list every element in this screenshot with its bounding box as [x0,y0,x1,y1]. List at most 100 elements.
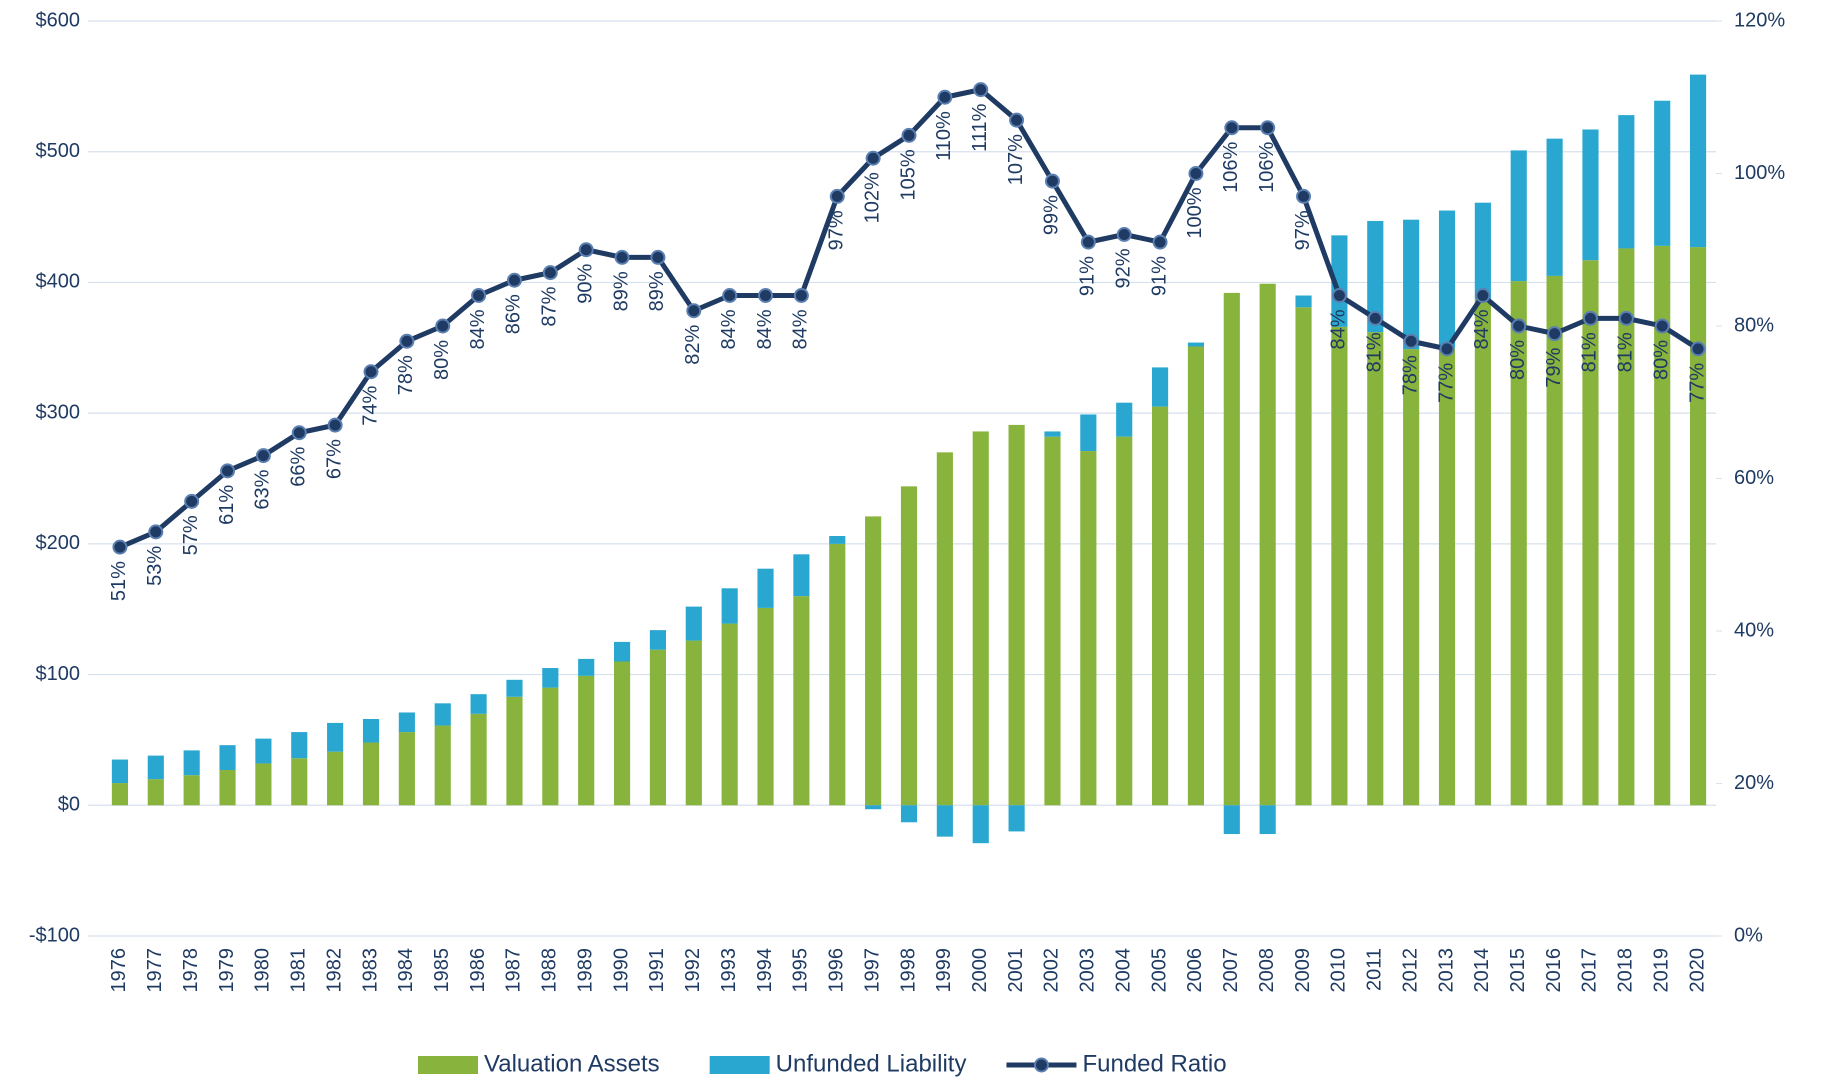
data-label: 86% [503,294,525,334]
bar-segment [793,554,810,597]
data-label: 92% [1112,248,1134,288]
x-tick-label: 1985 [431,948,453,993]
line-marker [1009,112,1025,128]
bar-segment [219,745,236,770]
line-marker [865,150,881,166]
bar-segment [1187,346,1205,806]
x-tick-label: 1976 [108,948,130,993]
bar-segment [865,805,882,810]
data-label: 90% [574,264,596,304]
x-tick-label: 2008 [1256,948,1278,993]
bar-segment [1510,281,1527,806]
bar-segment [578,675,595,806]
bar-segment [1367,332,1384,806]
x-tick-label: 1978 [180,948,202,993]
data-label: 80% [431,340,453,380]
y2-tick-label: 40% [1734,619,1774,641]
legend-label: Valuation Assets [484,1050,660,1077]
bar-segment [613,661,631,806]
y2-tick-label: 80% [1734,314,1774,336]
line-marker [1439,341,1455,357]
x-tick-label: 2010 [1328,948,1350,993]
bar-segment [1331,235,1348,327]
bar-segment [1223,805,1240,835]
bar-segment [757,568,774,608]
data-label: 77% [1435,363,1457,403]
bar-segment [1689,74,1707,248]
bar-segment [936,805,953,837]
bar-segment [1295,307,1312,806]
data-label: 91% [1077,256,1099,296]
bar-segment [900,486,918,806]
bar-segment [972,431,989,806]
x-tick-label: 1992 [682,948,704,993]
y2-tick-label: 20% [1734,772,1774,794]
y-tick-label: $600 [36,9,81,31]
bar-segment [721,623,738,806]
bar-segment [1474,299,1491,806]
bar-segment [255,738,272,764]
line-marker [1080,234,1096,250]
bar-segment [936,452,953,806]
x-tick-label: 2019 [1650,948,1672,993]
line-marker [1152,234,1168,250]
bar-segment [613,641,631,662]
line-marker [578,242,594,258]
y-tick-label: $100 [36,663,81,685]
bar-segment [506,679,523,697]
y2-tick-label: 120% [1734,9,1785,31]
x-tick-label: 2006 [1184,948,1206,993]
line-marker [1475,288,1491,303]
data-label: 84% [467,309,489,349]
y-tick-label: $400 [36,271,81,293]
bar-segment [1367,220,1384,333]
line-marker [1582,310,1598,326]
bar-segment [183,750,200,776]
data-label: 97% [826,210,848,250]
data-label: 102% [861,172,883,223]
bar-segment [1403,349,1420,806]
x-tick-label: 1987 [503,948,525,993]
x-tick-label: 1998 [897,948,919,993]
line-marker [1618,310,1634,326]
bar-segment [1259,805,1276,835]
data-label: 100% [1184,187,1206,238]
line-marker [686,303,702,319]
bar-segment [1618,115,1635,249]
data-label: 89% [646,271,668,311]
bar-segment [757,607,774,806]
legend-label: Unfunded Liability [776,1050,967,1077]
line-marker [506,272,522,288]
data-label: 89% [610,271,632,311]
data-label: 91% [1148,256,1170,296]
bar-segment [1618,248,1635,806]
bar-segment [291,758,308,806]
bar-segment [721,588,738,624]
bar-segment [1044,431,1061,437]
line-marker [1044,173,1060,189]
data-label: 106% [1220,142,1242,193]
data-label: 77% [1686,363,1708,403]
line-marker [1403,333,1419,349]
x-tick-label: 1997 [861,948,883,993]
bar-segment [578,658,595,676]
bar-segment [147,755,164,780]
data-label: 107% [1005,134,1027,185]
x-tick-label: 2018 [1615,948,1637,993]
bar-segment [1008,424,1025,806]
data-label: 78% [1399,355,1421,395]
line-marker [255,448,271,464]
x-tick-label: 2020 [1686,948,1708,993]
line-marker [901,127,917,143]
bar-segment [1582,260,1599,806]
bar-segment [1546,275,1563,806]
line-marker [1188,166,1204,181]
bar-segment [1295,295,1312,308]
line-marker [1331,288,1347,303]
x-tick-label: 2011 [1364,948,1386,991]
y2-tick-label: 60% [1734,467,1774,489]
x-tick-label: 1980 [252,948,274,993]
data-label: 111% [969,103,991,151]
line-marker [220,463,236,479]
data-label: 99% [1041,195,1063,235]
